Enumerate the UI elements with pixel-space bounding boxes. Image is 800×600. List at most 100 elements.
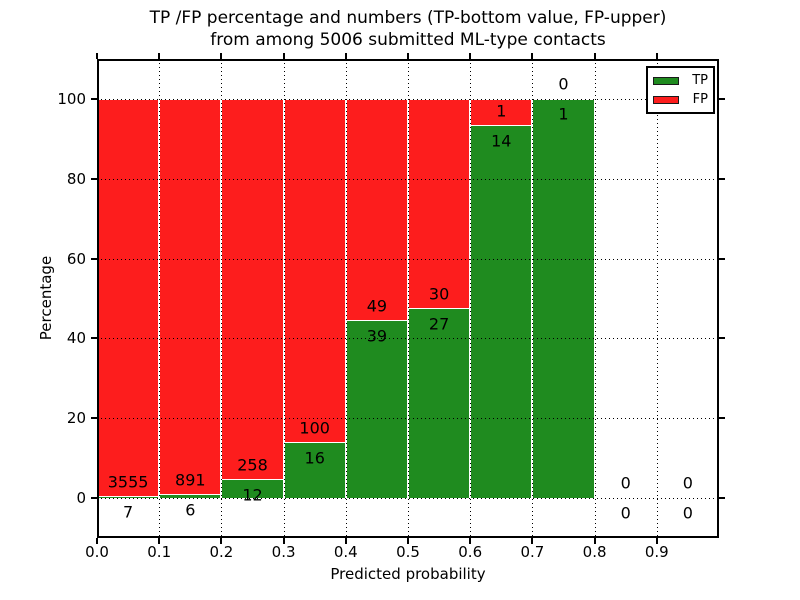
x-tick-label: 0.3 xyxy=(271,543,296,561)
plot-area xyxy=(91,53,725,544)
y-tick-mark xyxy=(91,177,97,180)
grid-line-x xyxy=(408,59,409,538)
bar-segment-fp xyxy=(345,98,408,322)
y-tick-mark xyxy=(91,417,97,420)
bar-count-label-fp: 891 xyxy=(175,470,206,490)
bar-count-label-tp: 0 xyxy=(682,503,693,523)
x-tick-mark xyxy=(655,53,658,59)
legend-entry-tp: TP xyxy=(653,74,708,87)
x-tick-mark xyxy=(96,53,98,59)
bar-segment-tp xyxy=(345,321,408,499)
bar-count-label-fp: 3555 xyxy=(107,472,149,492)
x-tick-mark xyxy=(469,53,472,59)
chart-title: TP /FP percentage and numbers (TP-bottom… xyxy=(97,7,719,51)
grid-line-x xyxy=(470,59,472,538)
y-tick-mark xyxy=(91,257,97,260)
x-tick-mark xyxy=(158,53,161,59)
grid-line-x xyxy=(656,59,658,538)
x-tick-mark xyxy=(220,538,223,544)
grid-line-x xyxy=(594,59,596,538)
y-tick-label: 20 xyxy=(66,409,86,428)
bar-count-label-tp: 6 xyxy=(185,500,196,520)
x-tick-mark xyxy=(407,538,409,544)
x-tick-label: 0.1 xyxy=(147,543,172,561)
bar-segment-tp xyxy=(283,443,346,499)
bar-segment-fp xyxy=(159,98,222,496)
bar-count-label-fp: 49 xyxy=(366,296,388,316)
x-tick-label: 0.2 xyxy=(209,543,234,561)
grid-line-x xyxy=(283,59,285,538)
legend-entry-fp: FP xyxy=(653,93,708,106)
x-tick-label: 0.0 xyxy=(85,543,109,561)
x-tick-mark xyxy=(407,53,409,59)
y-tick-mark xyxy=(719,417,725,420)
bar-count-label-tp: 27 xyxy=(428,314,450,334)
x-tick-label: 0.8 xyxy=(582,543,607,561)
y-tick-label: 100 xyxy=(57,89,86,108)
bar-count-label-tp: 1 xyxy=(558,104,569,124)
grid-line-x xyxy=(159,59,161,538)
x-tick-label: 0.6 xyxy=(458,543,483,561)
bar-segment-fp xyxy=(408,98,471,309)
bar-count-label-tp: 0 xyxy=(620,503,631,523)
x-tick-label: 0.7 xyxy=(520,543,545,561)
bar-segment-tp xyxy=(408,309,471,499)
x-tick-mark xyxy=(531,538,534,544)
bar-count-label-fp: 0 xyxy=(620,473,631,493)
bar-count-label-fp: 100 xyxy=(299,418,330,438)
bar-count-label-fp: 0 xyxy=(682,473,693,493)
bar-count-label-tp: 39 xyxy=(366,326,388,346)
bar-count-label-fp: 0 xyxy=(558,74,569,94)
y-tick-label: 40 xyxy=(66,329,86,348)
x-tick-mark xyxy=(282,538,285,544)
x-tick-mark xyxy=(655,538,658,544)
y-tick-label: 60 xyxy=(66,249,86,268)
y-tick-mark xyxy=(91,337,97,340)
chart-title-line2: from among 5006 submitted ML-type contac… xyxy=(210,30,606,50)
bar-segment-tp xyxy=(532,98,595,499)
y-tick-label: 0 xyxy=(76,489,86,508)
bar-segment-tp xyxy=(470,125,533,499)
x-tick-mark xyxy=(593,53,596,59)
bar-count-label-fp: 258 xyxy=(237,455,268,475)
tp-color-swatch xyxy=(653,76,679,85)
bar-segment-fp xyxy=(97,98,160,498)
x-tick-mark xyxy=(344,53,347,59)
x-tick-label: 0.4 xyxy=(333,543,358,561)
fp-color-swatch xyxy=(653,95,679,104)
y-tick-mark xyxy=(719,497,725,500)
bar-count-label-tp: 14 xyxy=(491,131,512,151)
y-tick-mark xyxy=(719,337,725,340)
x-tick-mark xyxy=(96,538,98,544)
grid-line-x xyxy=(345,59,347,538)
x-tick-label: 0.9 xyxy=(644,543,669,561)
x-tick-mark xyxy=(220,53,223,59)
bar-segment-fp xyxy=(283,98,346,443)
x-tick-mark xyxy=(282,53,285,59)
legend-label-tp: TP xyxy=(692,73,708,88)
x-tick-mark xyxy=(593,538,596,544)
y-tick-mark xyxy=(91,97,97,100)
y-tick-mark xyxy=(719,97,725,100)
bar-count-label-tp: 16 xyxy=(304,448,325,468)
bar-count-label-fp: 1 xyxy=(496,101,507,121)
x-axis-label: Predicted probability xyxy=(330,565,486,583)
y-axis-label: Percentage xyxy=(37,255,55,341)
grid-line-x xyxy=(221,59,223,538)
y-tick-label: 80 xyxy=(66,169,86,188)
chart-title-line1: TP /FP percentage and numbers (TP-bottom… xyxy=(149,8,667,28)
y-tick-mark xyxy=(719,257,725,260)
x-tick-mark xyxy=(469,538,472,544)
x-tick-mark xyxy=(344,538,347,544)
grid-line-x xyxy=(532,59,534,538)
bar-count-label-tp: 7 xyxy=(123,502,134,522)
x-tick-mark xyxy=(531,53,534,59)
x-tick-mark xyxy=(158,538,161,544)
y-tick-mark xyxy=(719,177,725,180)
bar-segment-fp xyxy=(221,98,284,481)
x-tick-label: 0.5 xyxy=(396,543,420,561)
bar-count-label-tp: 12 xyxy=(242,485,263,505)
legend-label-fp: FP xyxy=(692,92,708,107)
y-tick-mark xyxy=(91,497,97,500)
